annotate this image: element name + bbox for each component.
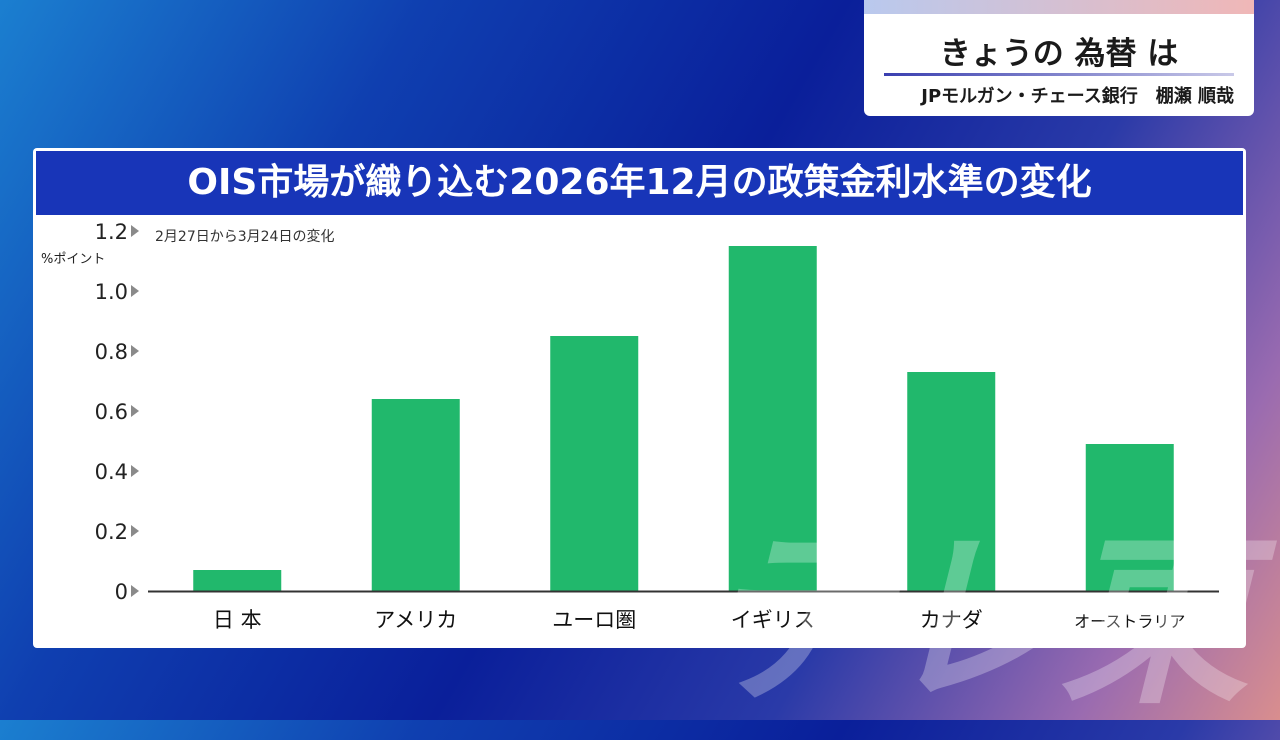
bar-3: [728, 246, 817, 591]
y-tick-label: 0.8: [95, 340, 128, 364]
bar-5: [1085, 444, 1174, 591]
program-corner-box: きょうの 為替 は JPモルガン・チェース銀行 棚瀬 順哉: [864, 14, 1254, 116]
chart-panel: OIS市場が織り込む2026年12月の政策金利水準の変化 0 0.2 0.4 0.6 0…: [33, 148, 1246, 648]
y-tick-label: 0.6: [95, 400, 128, 424]
y-axis-unit: %ポイント: [41, 252, 105, 267]
y-tick-label: 0.2: [95, 520, 128, 544]
corner-divider: [884, 73, 1234, 76]
bar-0: [193, 570, 282, 591]
x-category-label: アメリカ: [374, 608, 457, 632]
y-tick-marker: [131, 405, 139, 417]
y-tick-label: 1.2: [95, 220, 128, 244]
bar-chart: 0 0.2 0.4 0.6 0.8 1.0 1.2 %ポイント 2月27日から3月24日の変化日…: [41, 220, 1219, 632]
y-tick-marker: [131, 585, 139, 597]
x-category-label: オーストラリア: [1074, 612, 1185, 631]
y-tick-marker: [131, 225, 139, 237]
y-tick-label: 0.4: [95, 460, 128, 484]
y-tick-label: 1.0: [95, 280, 128, 304]
y-tick-marker: [131, 285, 139, 297]
y-tick-marker: [131, 525, 139, 537]
chart-title: OIS市場が織り込む2026年12月の政策金利水準の変化: [36, 151, 1243, 215]
corner-subtitle: JPモルガン・チェース銀行 棚瀬 順哉: [921, 86, 1234, 107]
y-tick-marker: [131, 465, 139, 477]
corner-accent-bar: [864, 0, 1254, 16]
y-tick-marker: [131, 345, 139, 357]
y-tick-label: 0: [115, 580, 128, 604]
bar-4: [907, 372, 996, 591]
bar-1: [371, 399, 460, 591]
x-category-label: イギリス: [731, 608, 815, 632]
x-category-label: 日 本: [213, 608, 262, 632]
x-category-label: ユーロ圏: [552, 608, 636, 632]
x-category-label: カナダ: [920, 608, 983, 632]
chart-note: 2月27日から3月24日の変化: [155, 228, 334, 245]
bar-2: [550, 336, 639, 591]
corner-title: きょうの 為替 は: [939, 36, 1179, 72]
